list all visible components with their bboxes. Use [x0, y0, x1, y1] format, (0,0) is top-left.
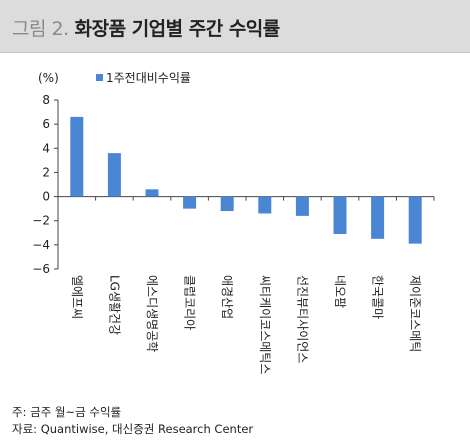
x-tick-label: 엘에프씨 — [70, 275, 84, 319]
footnotes: 주: 금주 월~금 수익률 자료: Quantiwise, 대신증권 Resea… — [12, 404, 253, 438]
y-tick-label: 0 — [42, 190, 50, 204]
x-tick-label: 씨티케이코스메틱스 — [258, 275, 272, 374]
x-tick-label: 선진뷰티사이언스 — [295, 275, 309, 363]
x-tick-label: 애경산업 — [220, 275, 234, 319]
x-tick-label: 제이준코스메틱 — [408, 275, 422, 352]
x-tick-label: 클럽코리아 — [183, 275, 197, 330]
bar-chart: (%) 1주전대비수익률 8 6 4 2 0 −2 −4 −6 엘에프씨 LG생활건강 에스디생명공학 클… — [32, 71, 435, 374]
legend-label: 1주전대비수익률 — [106, 71, 191, 85]
bar — [220, 196, 234, 212]
y-tick-label: −4 — [32, 238, 50, 252]
figure-title-bar: 그림 2. 화장품 기업별 주간 수익률 — [0, 0, 470, 53]
x-tick-label: 에스디생명공학 — [145, 275, 159, 352]
bar — [258, 196, 272, 214]
y-tick-label: 2 — [42, 165, 50, 179]
bar — [145, 189, 159, 197]
x-tick-label: 네오팜 — [333, 275, 347, 308]
bar — [371, 196, 385, 239]
x-tick-label: 한국콜마 — [371, 275, 385, 319]
y-tick-label: 6 — [42, 117, 50, 131]
bar — [107, 153, 121, 197]
footnote-note: 주: 금주 월~금 수익률 — [12, 405, 122, 419]
bar — [183, 196, 197, 209]
bar — [295, 196, 309, 216]
x-tick-label: LG생활건강 — [107, 275, 121, 335]
figure-label: 그림 2. — [12, 18, 69, 40]
bar — [333, 196, 347, 234]
legend-swatch — [96, 74, 103, 81]
y-tick-label: 4 — [42, 141, 50, 155]
figure-title: 그림 2. 화장품 기업별 주간 수익률 — [12, 14, 280, 41]
figure-title-text: 화장품 기업별 주간 수익률 — [74, 18, 281, 40]
footnote-source: 자료: Quantiwise, 대신증권 Research Center — [12, 422, 254, 436]
y-axis-unit-label: (%) — [38, 71, 59, 85]
bar — [408, 196, 422, 244]
bar — [70, 116, 84, 197]
y-tick-label: −6 — [32, 262, 50, 276]
y-tick-label: 8 — [42, 93, 50, 107]
y-tick-label: −2 — [32, 214, 50, 228]
